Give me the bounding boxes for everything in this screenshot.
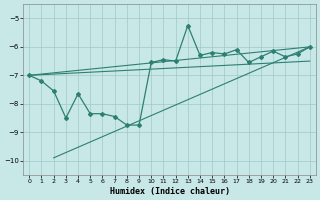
X-axis label: Humidex (Indice chaleur): Humidex (Indice chaleur) (109, 187, 229, 196)
